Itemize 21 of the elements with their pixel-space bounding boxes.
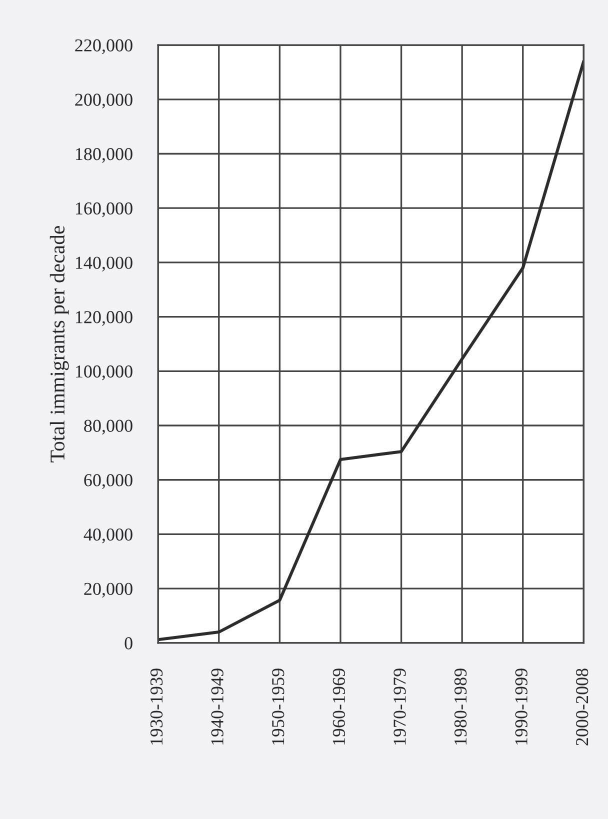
x-tick-label: 1980-1989	[454, 668, 467, 745]
x-tick-label: 1950-1959	[272, 668, 284, 745]
y-tick-label: 140,000	[76, 256, 132, 272]
x-tick-label: 1960-1969	[332, 668, 345, 745]
y-tick-label: 40,000	[84, 528, 132, 544]
x-tick-label: 1930-1939	[150, 668, 163, 745]
y-tick-label: 80,000	[84, 420, 132, 435]
y-tick-label: 100,000	[76, 365, 132, 380]
x-tick-label: 1990-1999	[515, 668, 528, 745]
y-tick-label: 0	[124, 637, 132, 650]
y-axis-title: Total immigrants per decade	[50, 226, 69, 462]
y-tick-label: 200,000	[75, 94, 132, 108]
y-tick-label: 60,000	[84, 474, 132, 489]
x-tick-label: 2000-2008	[576, 668, 588, 746]
y-tick-label: 160,000	[76, 202, 132, 218]
x-tick-label: 1940-1949	[211, 668, 224, 745]
x-tick-label: 1970-1979	[394, 668, 406, 745]
y-tick-label: 220,000	[75, 39, 132, 54]
y-tick-label: 20,000	[84, 582, 132, 598]
y-tick-label: 180,000	[76, 148, 132, 163]
y-tick-label: 120,000	[76, 311, 132, 326]
